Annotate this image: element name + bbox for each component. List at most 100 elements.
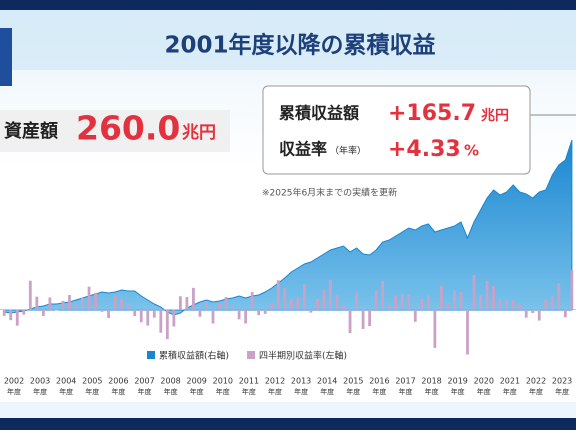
quarterly-bar (335, 295, 339, 310)
quarterly-bar (41, 309, 45, 316)
x-tick-label: 2019 (448, 377, 468, 386)
x-tick-label: 2017 (395, 377, 415, 386)
x-tick-label: 2007 (134, 377, 154, 386)
x-tick-label: 2020 (474, 377, 494, 386)
x-tick-unit: 年度 (216, 387, 230, 396)
quarterly-bar (237, 309, 241, 320)
quarterly-bar (61, 300, 65, 310)
quarterly-bar (172, 309, 176, 327)
quarterly-bar (413, 309, 417, 322)
assets-label: 資産額 (4, 120, 58, 142)
quarterly-bar (185, 297, 189, 310)
quarterly-bar (231, 306, 234, 310)
quarterly-bar (426, 295, 430, 310)
legend-swatch (247, 351, 256, 359)
x-tick-label: 2011 (239, 377, 259, 386)
rate-value: +4.33 (388, 137, 461, 162)
quarterly-bar (244, 309, 248, 324)
rate-label: 収益率 (279, 140, 327, 159)
quarterly-bar (276, 280, 280, 310)
cumulative-area (3, 139, 573, 316)
x-tick-unit: 年度 (555, 387, 569, 396)
x-tick-label: 2010 (213, 377, 233, 386)
quarterly-bar (205, 300, 208, 310)
quarterly-bar (94, 292, 97, 310)
quarterly-bar (270, 303, 274, 310)
quarterly-bar (505, 300, 509, 310)
quarterly-bar (120, 299, 124, 310)
quarterly-bar (152, 309, 156, 318)
quarterly-bar (459, 292, 463, 310)
x-tick-label: 2014 (317, 377, 337, 386)
quarterly-bar (316, 298, 319, 310)
rate-unit: % (464, 142, 479, 160)
x-tick-unit: 年度 (268, 387, 282, 396)
x-tick-unit: 年度 (33, 387, 47, 396)
quarterly-bar (524, 309, 528, 318)
quarterly-bar (302, 284, 306, 310)
x-tick-unit: 年度 (190, 387, 204, 396)
x-tick-unit: 年度 (399, 387, 413, 396)
x-tick-label: 2021 (500, 377, 520, 386)
quarterly-bar (498, 299, 502, 310)
x-tick-unit: 年度 (425, 387, 439, 396)
quarterly-bar (361, 309, 365, 329)
x-tick-unit: 年度 (477, 387, 491, 396)
return-unit: 兆円 (481, 108, 509, 124)
quarterly-bar (55, 309, 58, 311)
x-tick-label: 2012 (265, 377, 285, 386)
x-tick-label: 2013 (291, 377, 311, 386)
note: ※2025年6月末までの実績を更新 (262, 187, 397, 199)
top-bar (0, 0, 576, 10)
bottom-bar (0, 418, 576, 430)
quarterly-bar (159, 309, 163, 333)
quarterly-bar (15, 309, 19, 326)
x-tick-unit: 年度 (59, 387, 73, 396)
quarterly-bar (544, 299, 548, 310)
quarterly-bar (107, 309, 111, 319)
quarterly-bar (479, 294, 482, 310)
assets-value: 260.0 (76, 109, 180, 148)
quarterly-bar (557, 283, 561, 310)
quarterly-bar (439, 285, 443, 310)
quarterly-bar (296, 297, 300, 310)
quarterly-bar (68, 295, 71, 310)
legend-label: 累積収益額(右軸) (159, 350, 229, 362)
x-tick-unit: 年度 (138, 387, 152, 396)
quarterly-bar (113, 295, 117, 310)
quarterly-bar (407, 294, 411, 310)
quarterly-bar (446, 302, 450, 310)
x-tick-label: 2003 (30, 377, 50, 386)
return-value: +165.7 (388, 101, 476, 126)
legend-label: 四半期別収益率(左軸) (259, 350, 347, 362)
quarterly-bar (35, 296, 39, 310)
x-tick-unit: 年度 (242, 387, 256, 396)
quarterly-bar (250, 292, 254, 310)
x-tick-unit: 年度 (164, 387, 178, 396)
side-tab (0, 28, 12, 86)
x-tick-unit: 年度 (85, 387, 99, 396)
assets-unit: 兆円 (182, 123, 216, 143)
quarterly-bar (374, 290, 378, 310)
quarterly-bar (218, 303, 221, 310)
quarterly-bar (224, 297, 228, 310)
x-tick-unit: 年度 (320, 387, 334, 396)
quarterly-bar (322, 289, 326, 310)
assets-band (0, 110, 230, 152)
rate-note: （年率） (330, 145, 366, 157)
quarterly-bar (211, 309, 215, 324)
quarterly-bar (570, 270, 574, 310)
quarterly-bar (2, 309, 6, 316)
quarterly-bar (309, 309, 313, 313)
quarterly-bar (433, 309, 437, 348)
quarterly-bar (289, 299, 293, 310)
quarterly-bar (139, 309, 143, 323)
quarterly-bar (9, 309, 13, 321)
quarterly-bar (355, 292, 358, 310)
quarterly-bar (485, 280, 489, 310)
quarterly-bar (563, 309, 567, 318)
quarterly-bar (348, 309, 352, 334)
quarterly-bar (537, 309, 541, 321)
x-tick-label: 2005 (82, 377, 102, 386)
